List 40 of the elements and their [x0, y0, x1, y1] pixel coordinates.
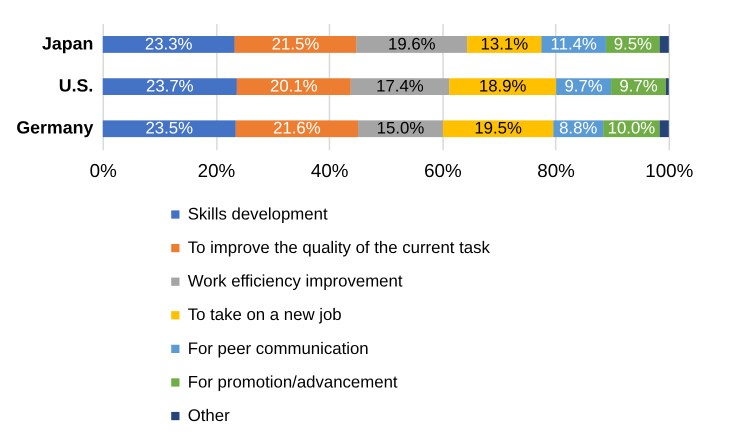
legend-label: Skills development — [188, 204, 328, 224]
data-label: 9.5% — [614, 34, 652, 54]
data-label: 15.0% — [376, 118, 424, 138]
legend-label: To take on a new job — [188, 305, 342, 324]
data-label: 19.6% — [388, 34, 436, 54]
legend-label: To improve the quality of the current task — [188, 238, 491, 258]
y-tick-label: Germany — [16, 118, 94, 138]
data-label: 20.1% — [270, 76, 318, 96]
data-label: 10.0% — [608, 118, 656, 138]
bar — [102, 36, 235, 53]
x-tick-label: 100% — [645, 160, 694, 181]
bar — [666, 78, 669, 95]
x-tick-label: 20% — [198, 160, 236, 181]
x-tick-label: 60% — [424, 160, 462, 181]
bar — [660, 120, 669, 138]
data-label: 23.5% — [145, 118, 194, 138]
data-label: 17.4% — [376, 76, 424, 96]
bar — [234, 36, 356, 53]
x-tick-label: 80% — [537, 160, 575, 181]
data-label: 23.3% — [144, 34, 193, 54]
data-label: 11.4% — [550, 34, 597, 54]
legend-label: Other — [188, 406, 230, 425]
x-tick-label: 0% — [90, 160, 117, 181]
data-label: 8.8% — [559, 118, 598, 138]
legend-label: For promotion/advancement — [188, 372, 398, 392]
data-label: 23.7% — [146, 76, 194, 96]
bar — [102, 78, 237, 95]
data-label: 9.7% — [619, 76, 658, 96]
data-label: 21.6% — [273, 118, 321, 138]
y-tick-label: Japan — [42, 33, 94, 54]
y-tick-label: U.S. — [58, 76, 94, 96]
bar — [660, 36, 669, 53]
data-label: 19.5% — [474, 118, 522, 138]
x-tick-label: 40% — [310, 160, 348, 181]
legend-label: Work efficiency improvement — [188, 272, 403, 291]
data-label: 9.7% — [564, 76, 603, 96]
legend-label: For peer communication — [188, 338, 369, 358]
data-label: 18.9% — [478, 76, 527, 96]
data-label: 21.5% — [272, 34, 320, 54]
data-label: 13.1% — [480, 34, 528, 54]
